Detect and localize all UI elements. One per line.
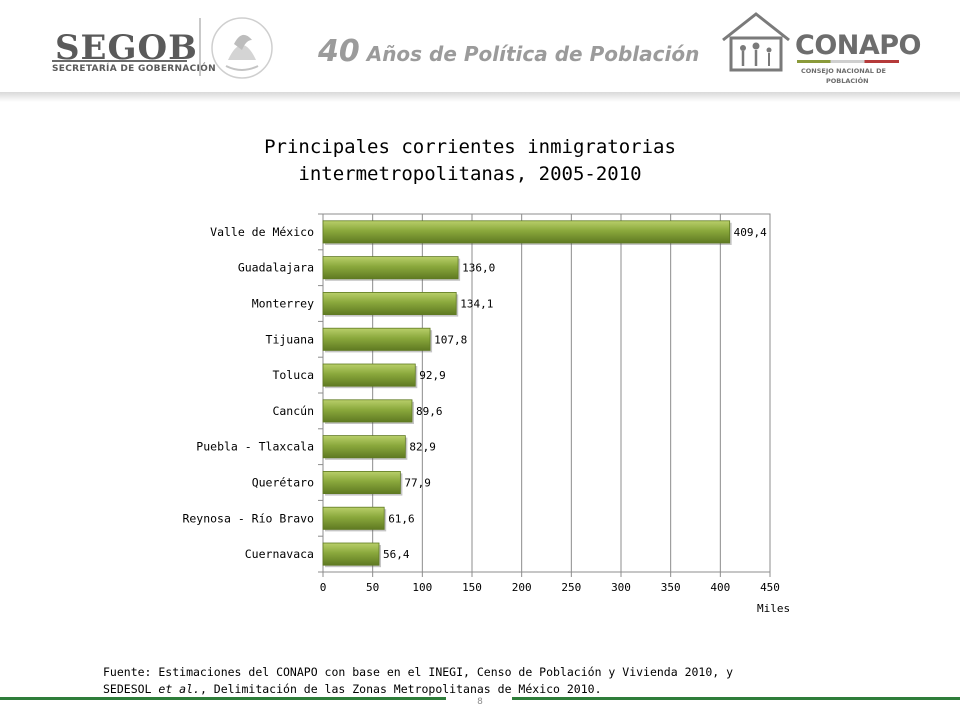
source-line-2-pre: SEDESOL <box>103 682 159 696</box>
bar <box>322 220 731 244</box>
conapo-logo: CONAPO <box>795 30 922 61</box>
chart-bars <box>322 220 732 568</box>
header: SEGOB SECRETARÍA DE GOBERNACIÓN 40 Años … <box>0 0 960 98</box>
x-tick-label: 50 <box>366 581 379 594</box>
bar <box>322 399 413 423</box>
chart-title-line-2: intermetropolitanas, 2005-2010 <box>298 163 642 185</box>
conapo-color-bar <box>797 60 899 63</box>
page-number: 8 <box>477 697 483 707</box>
conapo-house-icon <box>722 12 790 72</box>
tagline: 40 Años de Política de Población <box>318 34 699 69</box>
chart-title: Principales corrientes inmigratorias int… <box>180 134 760 188</box>
bar <box>322 256 459 280</box>
bar <box>322 327 431 351</box>
category-label: Monterrey <box>252 297 314 311</box>
category-label: Querétaro <box>252 476 314 490</box>
source-line-2-post: , Delimitación de las Zonas Metropolitan… <box>199 682 602 696</box>
bar <box>322 471 401 494</box>
category-label: Puebla - Tlaxcala <box>196 440 314 454</box>
value-label: 56,4 <box>383 548 410 561</box>
header-separator <box>199 18 201 76</box>
value-label: 77,9 <box>404 477 431 490</box>
x-tick-label: 0 <box>320 581 327 594</box>
category-label: Toluca <box>272 368 314 382</box>
footer-line-left <box>0 697 446 700</box>
category-label: Valle de México <box>210 225 314 239</box>
x-tick-label: 150 <box>462 581 482 594</box>
tagline-text: Años de Política de Población <box>366 42 700 66</box>
bar <box>322 292 457 315</box>
value-label: 61,6 <box>388 512 415 525</box>
category-label: Tijuana <box>266 332 314 346</box>
national-seal-icon <box>211 17 273 79</box>
category-label: Reynosa - Río Bravo <box>182 511 314 525</box>
bar <box>322 506 385 530</box>
header-shadow <box>0 92 960 102</box>
source-line-2: SEDESOL et al., Delimitación de las Zona… <box>103 681 863 698</box>
x-tick-label: 250 <box>561 581 581 594</box>
chart-title-line-1: Principales corrientes inmigratorias <box>264 136 676 158</box>
footer-line-right <box>512 697 960 700</box>
value-label: 82,9 <box>409 441 436 454</box>
x-tick-label: 100 <box>412 581 432 594</box>
source-line-1: Fuente: Estimaciones del CONAPO con base… <box>103 665 734 679</box>
segob-subtitle: SECRETARÍA DE GOBERNACIÓN <box>52 64 216 74</box>
chart-axis: 0 50 100 150 200 250 300 350 400 450 Miles <box>318 213 790 615</box>
conapo-subtitle-1: CONSEJO NACIONAL DE <box>801 67 886 75</box>
x-axis-label: Miles <box>757 602 790 615</box>
category-label: Cancún <box>272 404 314 418</box>
category-label: Guadalajara <box>238 261 314 275</box>
x-tick-label: 200 <box>512 581 532 594</box>
x-tick-label: 400 <box>710 581 730 594</box>
chart-labels: Valle de México 409,4 Guadalajara 136,0 Mont… <box>182 225 767 561</box>
value-label: 89,6 <box>416 405 443 418</box>
source-line-2-italic: et al. <box>158 682 200 696</box>
tagline-number: 40 <box>318 34 360 69</box>
x-tick-label: 450 <box>760 581 780 594</box>
bar <box>322 363 416 387</box>
value-label: 136,0 <box>462 262 495 275</box>
bar <box>322 435 406 459</box>
segob-underline <box>52 60 187 62</box>
category-label: Cuernavaca <box>245 547 314 561</box>
value-label: 92,9 <box>419 369 446 382</box>
value-label: 134,1 <box>460 298 493 311</box>
conapo-subtitle-2: POBLACIÓN <box>826 77 869 85</box>
value-label: 409,4 <box>734 226 767 239</box>
x-tick-label: 300 <box>611 581 631 594</box>
value-label: 107,8 <box>434 333 467 346</box>
source-note: Fuente: Estimaciones del CONAPO con base… <box>103 664 863 698</box>
x-tick-label: 350 <box>661 581 681 594</box>
bar <box>322 542 380 566</box>
